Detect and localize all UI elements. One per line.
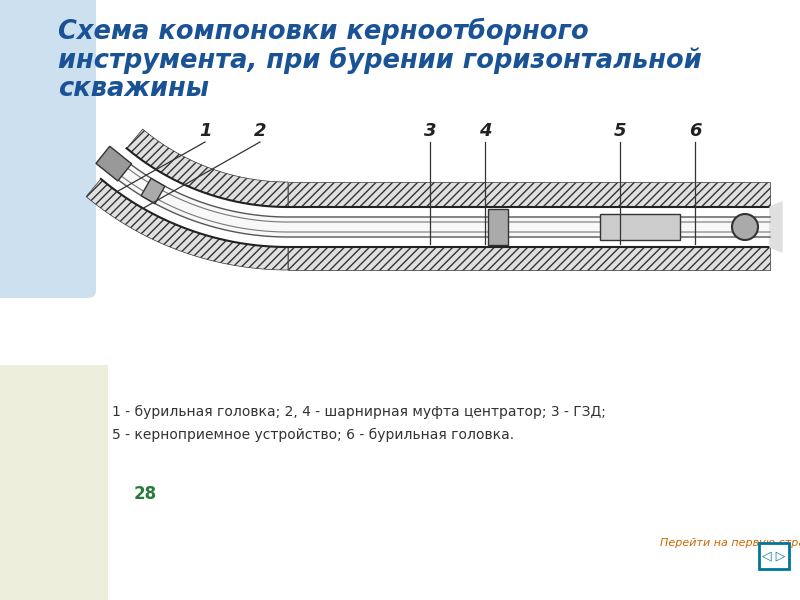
Circle shape [732, 214, 758, 240]
FancyBboxPatch shape [141, 178, 165, 203]
Bar [488, 209, 508, 245]
Polygon shape [770, 202, 782, 252]
Text: 6: 6 [689, 122, 702, 140]
FancyBboxPatch shape [96, 146, 131, 181]
Text: инструмента, при бурении горизонтальной: инструмента, при бурении горизонтальной [58, 47, 702, 74]
Text: 1 - бурильная головка; 2, 4 - шарнирная муфта центратор; 3 - ГЗД;: 1 - бурильная головка; 2, 4 - шарнирная … [112, 405, 606, 419]
FancyBboxPatch shape [759, 543, 789, 569]
Polygon shape [101, 148, 770, 247]
Text: 5 - керноприемное устройство; 6 - бурильная головка.: 5 - керноприемное устройство; 6 - буриль… [112, 428, 514, 442]
Text: ◁ ▷: ◁ ▷ [762, 550, 786, 563]
Text: 4: 4 [478, 122, 491, 140]
Text: 2: 2 [254, 122, 266, 140]
Polygon shape [126, 129, 288, 207]
Text: скважины: скважины [58, 76, 209, 102]
Polygon shape [86, 179, 288, 270]
Polygon shape [288, 247, 770, 270]
Text: Схема компоновки керноотборного: Схема компоновки керноотборного [58, 18, 589, 45]
Polygon shape [107, 156, 770, 237]
Text: 5: 5 [614, 122, 626, 140]
Bar [0, 365, 108, 600]
Bar [600, 214, 680, 240]
Polygon shape [288, 182, 770, 207]
Text: Перейти на первую страницу: Перейти на первую страницу [660, 538, 800, 548]
Text: 28: 28 [134, 485, 157, 503]
Text: 1: 1 [198, 122, 211, 140]
Text: 3: 3 [424, 122, 436, 140]
FancyBboxPatch shape [0, 0, 96, 298]
